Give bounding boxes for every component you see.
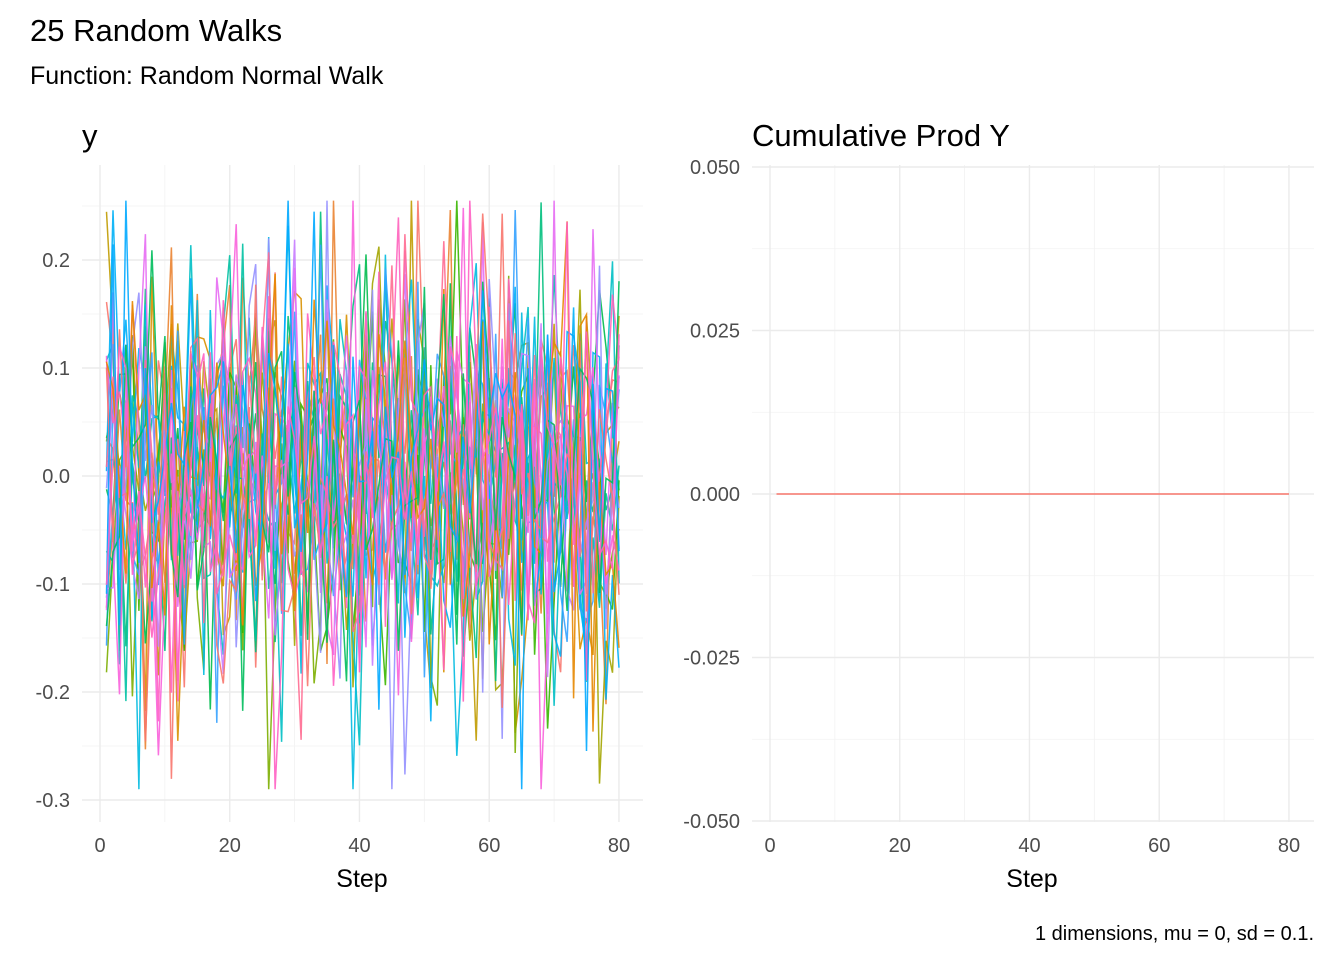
panel-y-yaxis: -0.3 -0.2 -0.1 0.0 0.1 0.2 — [36, 250, 70, 812]
panel-cumprod-x-tick-label: 80 — [1278, 835, 1300, 857]
panel-cumprod-y-tick-label: 0.025 — [690, 321, 740, 343]
panel-y-series-group — [105, 200, 620, 790]
panel-cumprod-title: Cumulative Prod Y — [752, 118, 1010, 153]
walk-series-line — [105, 200, 620, 790]
panel-cumprod-xaxis: 0 20 40 60 80 — [764, 835, 1300, 857]
panel-cumprod-y-tick-label: -0.025 — [683, 648, 740, 670]
panel-cumprod-y-tick-label: 0.000 — [690, 484, 740, 506]
panel-cumprod-yaxis: -0.050 -0.025 0.000 0.025 0.050 — [683, 157, 740, 833]
walk-series-line — [105, 234, 620, 740]
figure-caption: 1 dimensions, mu = 0, sd = 0.1. — [1035, 923, 1314, 945]
panel-y-y-tick-label: -0.1 — [36, 574, 70, 596]
panel-y-xaxis: 0 20 40 60 80 — [94, 835, 630, 857]
panel-y-y-tick-label: -0.3 — [36, 790, 70, 812]
panel-y-x-tick-label: 20 — [219, 835, 241, 857]
panel-cumprod-y-tick-label: -0.050 — [683, 811, 740, 833]
panel-cumprod-y-tick-label: 0.050 — [690, 157, 740, 179]
panel-y-y-tick-label: 0.2 — [42, 250, 70, 272]
panel-cumprod-xlabel: Step — [1006, 865, 1057, 893]
panel-cumprod: Cumulative Prod Y -0.050 -0.025 0.000 0.025… — [683, 118, 1314, 893]
panel-y-title: y — [82, 118, 98, 153]
panel-y-x-tick-label: 60 — [478, 835, 500, 857]
panel-y-x-tick-label: 0 — [94, 835, 105, 857]
panel-cumprod-x-tick-label: 20 — [889, 835, 911, 857]
panel-y-y-tick-label: -0.2 — [36, 682, 70, 704]
panel-cumprod-x-tick-label: 60 — [1148, 835, 1170, 857]
figure-title: 25 Random Walks — [30, 13, 282, 48]
walk-series-line — [105, 200, 620, 790]
panel-cumprod-x-tick-label: 0 — [764, 835, 775, 857]
panel-y-x-tick-label: 40 — [348, 835, 370, 857]
walk-series-line — [105, 217, 620, 702]
panel-y-y-tick-label: 0.0 — [42, 466, 70, 488]
walk-series-line — [105, 200, 620, 790]
panel-y-xlabel: Step — [336, 865, 387, 893]
panel-cumprod-x-tick-label: 40 — [1018, 835, 1040, 857]
figure-subtitle: Function: Random Normal Walk — [30, 62, 384, 90]
panel-y-x-tick-label: 80 — [608, 835, 630, 857]
panel-y: y -0.3 -0.2 -0.1 0.0 0.1 0.2 0 20 40 60 80 Step — [36, 118, 643, 893]
panel-y-y-tick-label: 0.1 — [42, 358, 70, 380]
